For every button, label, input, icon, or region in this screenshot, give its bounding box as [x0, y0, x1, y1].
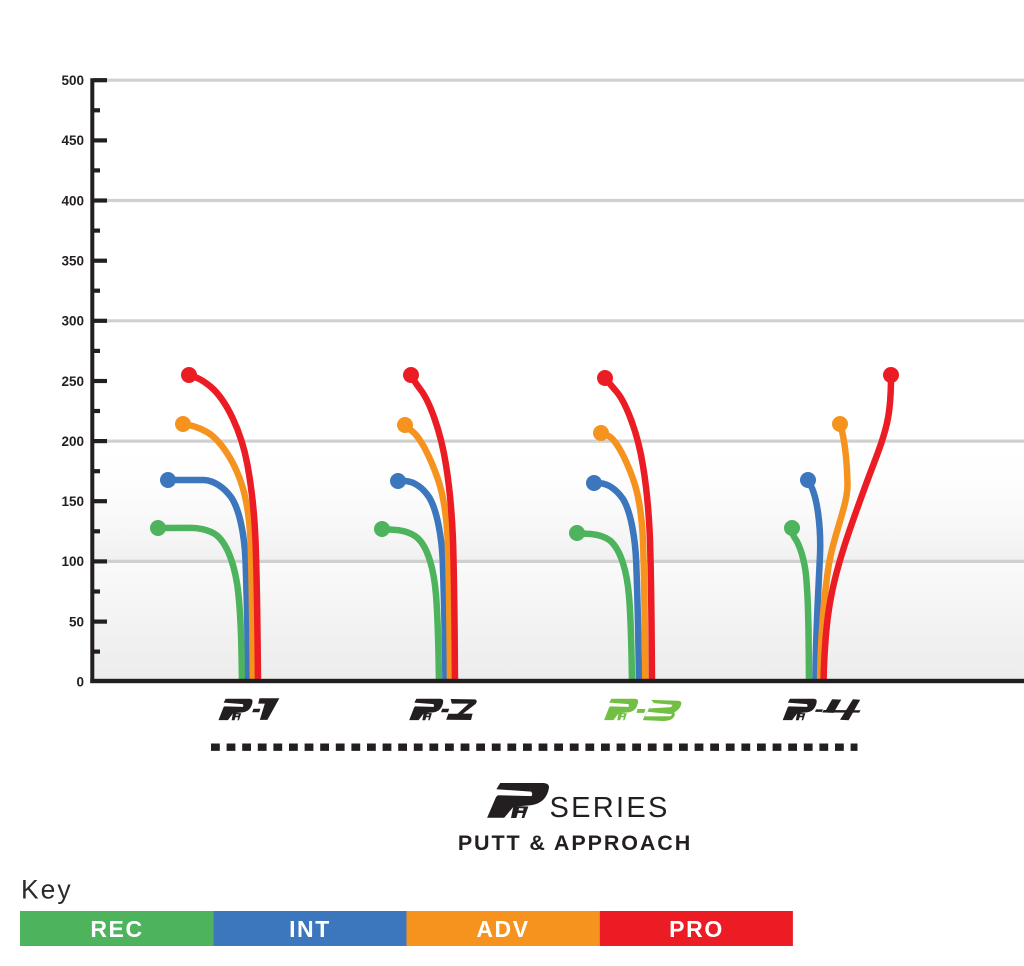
svg-text:150: 150 [61, 494, 84, 509]
svg-text:50: 50 [69, 614, 84, 629]
svg-text:Key: Key [21, 875, 73, 905]
svg-text:0: 0 [76, 675, 84, 690]
svg-text:400: 400 [61, 193, 84, 208]
svg-text:450: 450 [61, 133, 84, 148]
svg-text:REC: REC [90, 916, 143, 942]
svg-text:SERIES: SERIES [550, 792, 670, 824]
svg-text:300: 300 [61, 314, 84, 329]
svg-text:INT: INT [289, 916, 331, 942]
svg-text:350: 350 [61, 254, 84, 269]
svg-text:500: 500 [61, 73, 84, 88]
svg-text:PUTT & APPROACH: PUTT & APPROACH [458, 831, 692, 855]
svg-text:100: 100 [61, 554, 84, 569]
svg-text:PRO: PRO [669, 916, 724, 942]
svg-text:250: 250 [61, 374, 84, 389]
svg-text:ADV: ADV [476, 916, 529, 942]
svg-text:200: 200 [61, 434, 84, 449]
